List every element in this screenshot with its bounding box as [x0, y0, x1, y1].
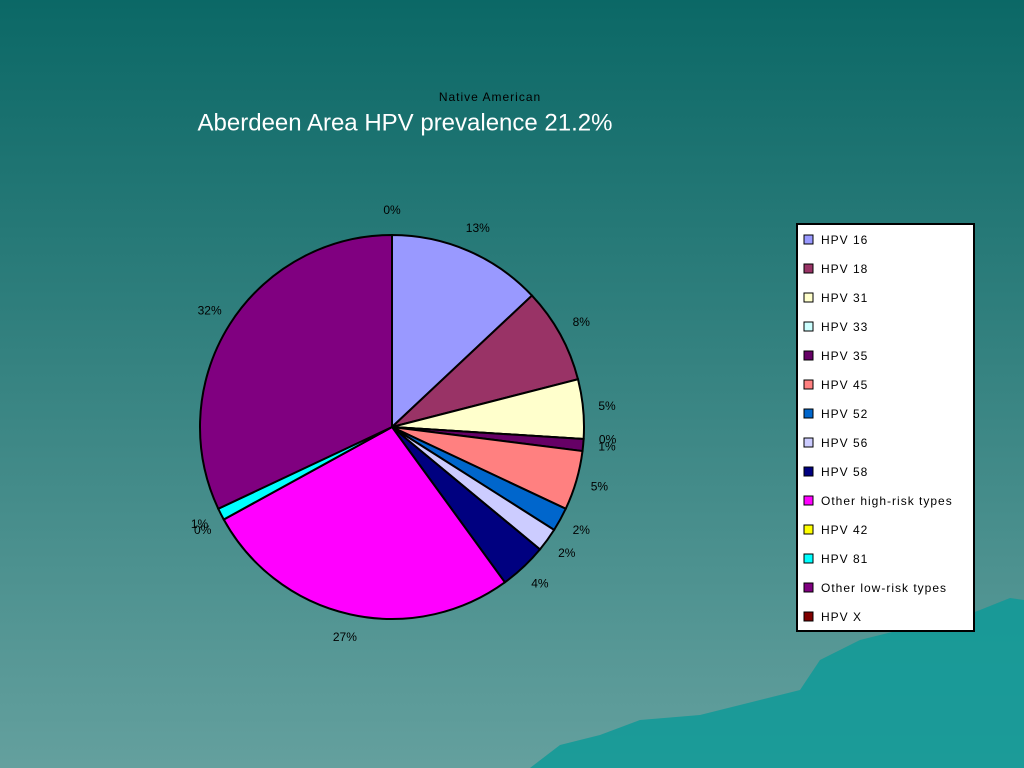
legend-swatch — [803, 234, 814, 245]
legend-swatch — [803, 437, 814, 448]
data-label: 1% — [598, 439, 616, 453]
data-label: 0% — [383, 203, 401, 217]
legend-swatch — [803, 408, 814, 419]
legend-label: HPV 33 — [821, 320, 868, 334]
data-label: 0% — [599, 433, 617, 447]
legend-swatch — [803, 466, 814, 477]
chart-title: Aberdeen Area HPV prevalence 21.2% — [198, 109, 613, 136]
pie-slice — [199, 233, 393, 511]
legend-label: HPV 52 — [821, 407, 868, 421]
legend-label: HPV 58 — [821, 465, 868, 479]
legend-label: HPV 16 — [821, 233, 868, 247]
data-label: 8% — [573, 315, 591, 329]
legend-swatch — [803, 582, 814, 593]
legend-swatch — [803, 292, 814, 303]
data-label: 2% — [558, 546, 576, 560]
data-label: 13% — [466, 221, 490, 235]
legend-label: HPV 35 — [821, 349, 868, 363]
data-label: 5% — [591, 479, 609, 493]
data-label: 2% — [573, 523, 591, 537]
legend-swatch — [803, 611, 814, 622]
data-label: 0% — [194, 523, 212, 537]
legend-swatch — [803, 524, 814, 535]
mountain-decoration — [530, 598, 1024, 768]
legend-label: Other low-risk types — [821, 581, 947, 595]
legend-label: HPV X — [821, 610, 862, 624]
chart-subtitle: Native American — [439, 90, 541, 104]
pie-slice — [391, 233, 534, 430]
data-label: 5% — [598, 399, 616, 413]
data-label: 1% — [191, 517, 209, 531]
legend-label: HPV 42 — [821, 523, 868, 537]
data-label: 27% — [333, 630, 357, 644]
legend-label: HPV 31 — [821, 291, 868, 305]
legend-label: Other high-risk types — [821, 494, 953, 508]
legend-swatch — [803, 350, 814, 361]
legend-swatch — [803, 495, 814, 506]
legend-swatch — [803, 379, 814, 390]
data-label: 4% — [531, 577, 549, 591]
legend-swatch — [803, 553, 814, 564]
legend-swatch — [803, 263, 814, 274]
legend-label: HPV 45 — [821, 378, 868, 392]
legend-label: HPV 18 — [821, 262, 868, 276]
pie-slice — [391, 294, 580, 428]
data-label: 32% — [198, 303, 222, 317]
legend — [796, 223, 975, 632]
legend-label: HPV 81 — [821, 552, 868, 566]
legend-label: HPV 56 — [821, 436, 868, 450]
legend-swatch — [803, 321, 814, 332]
pie-slice — [222, 425, 507, 620]
